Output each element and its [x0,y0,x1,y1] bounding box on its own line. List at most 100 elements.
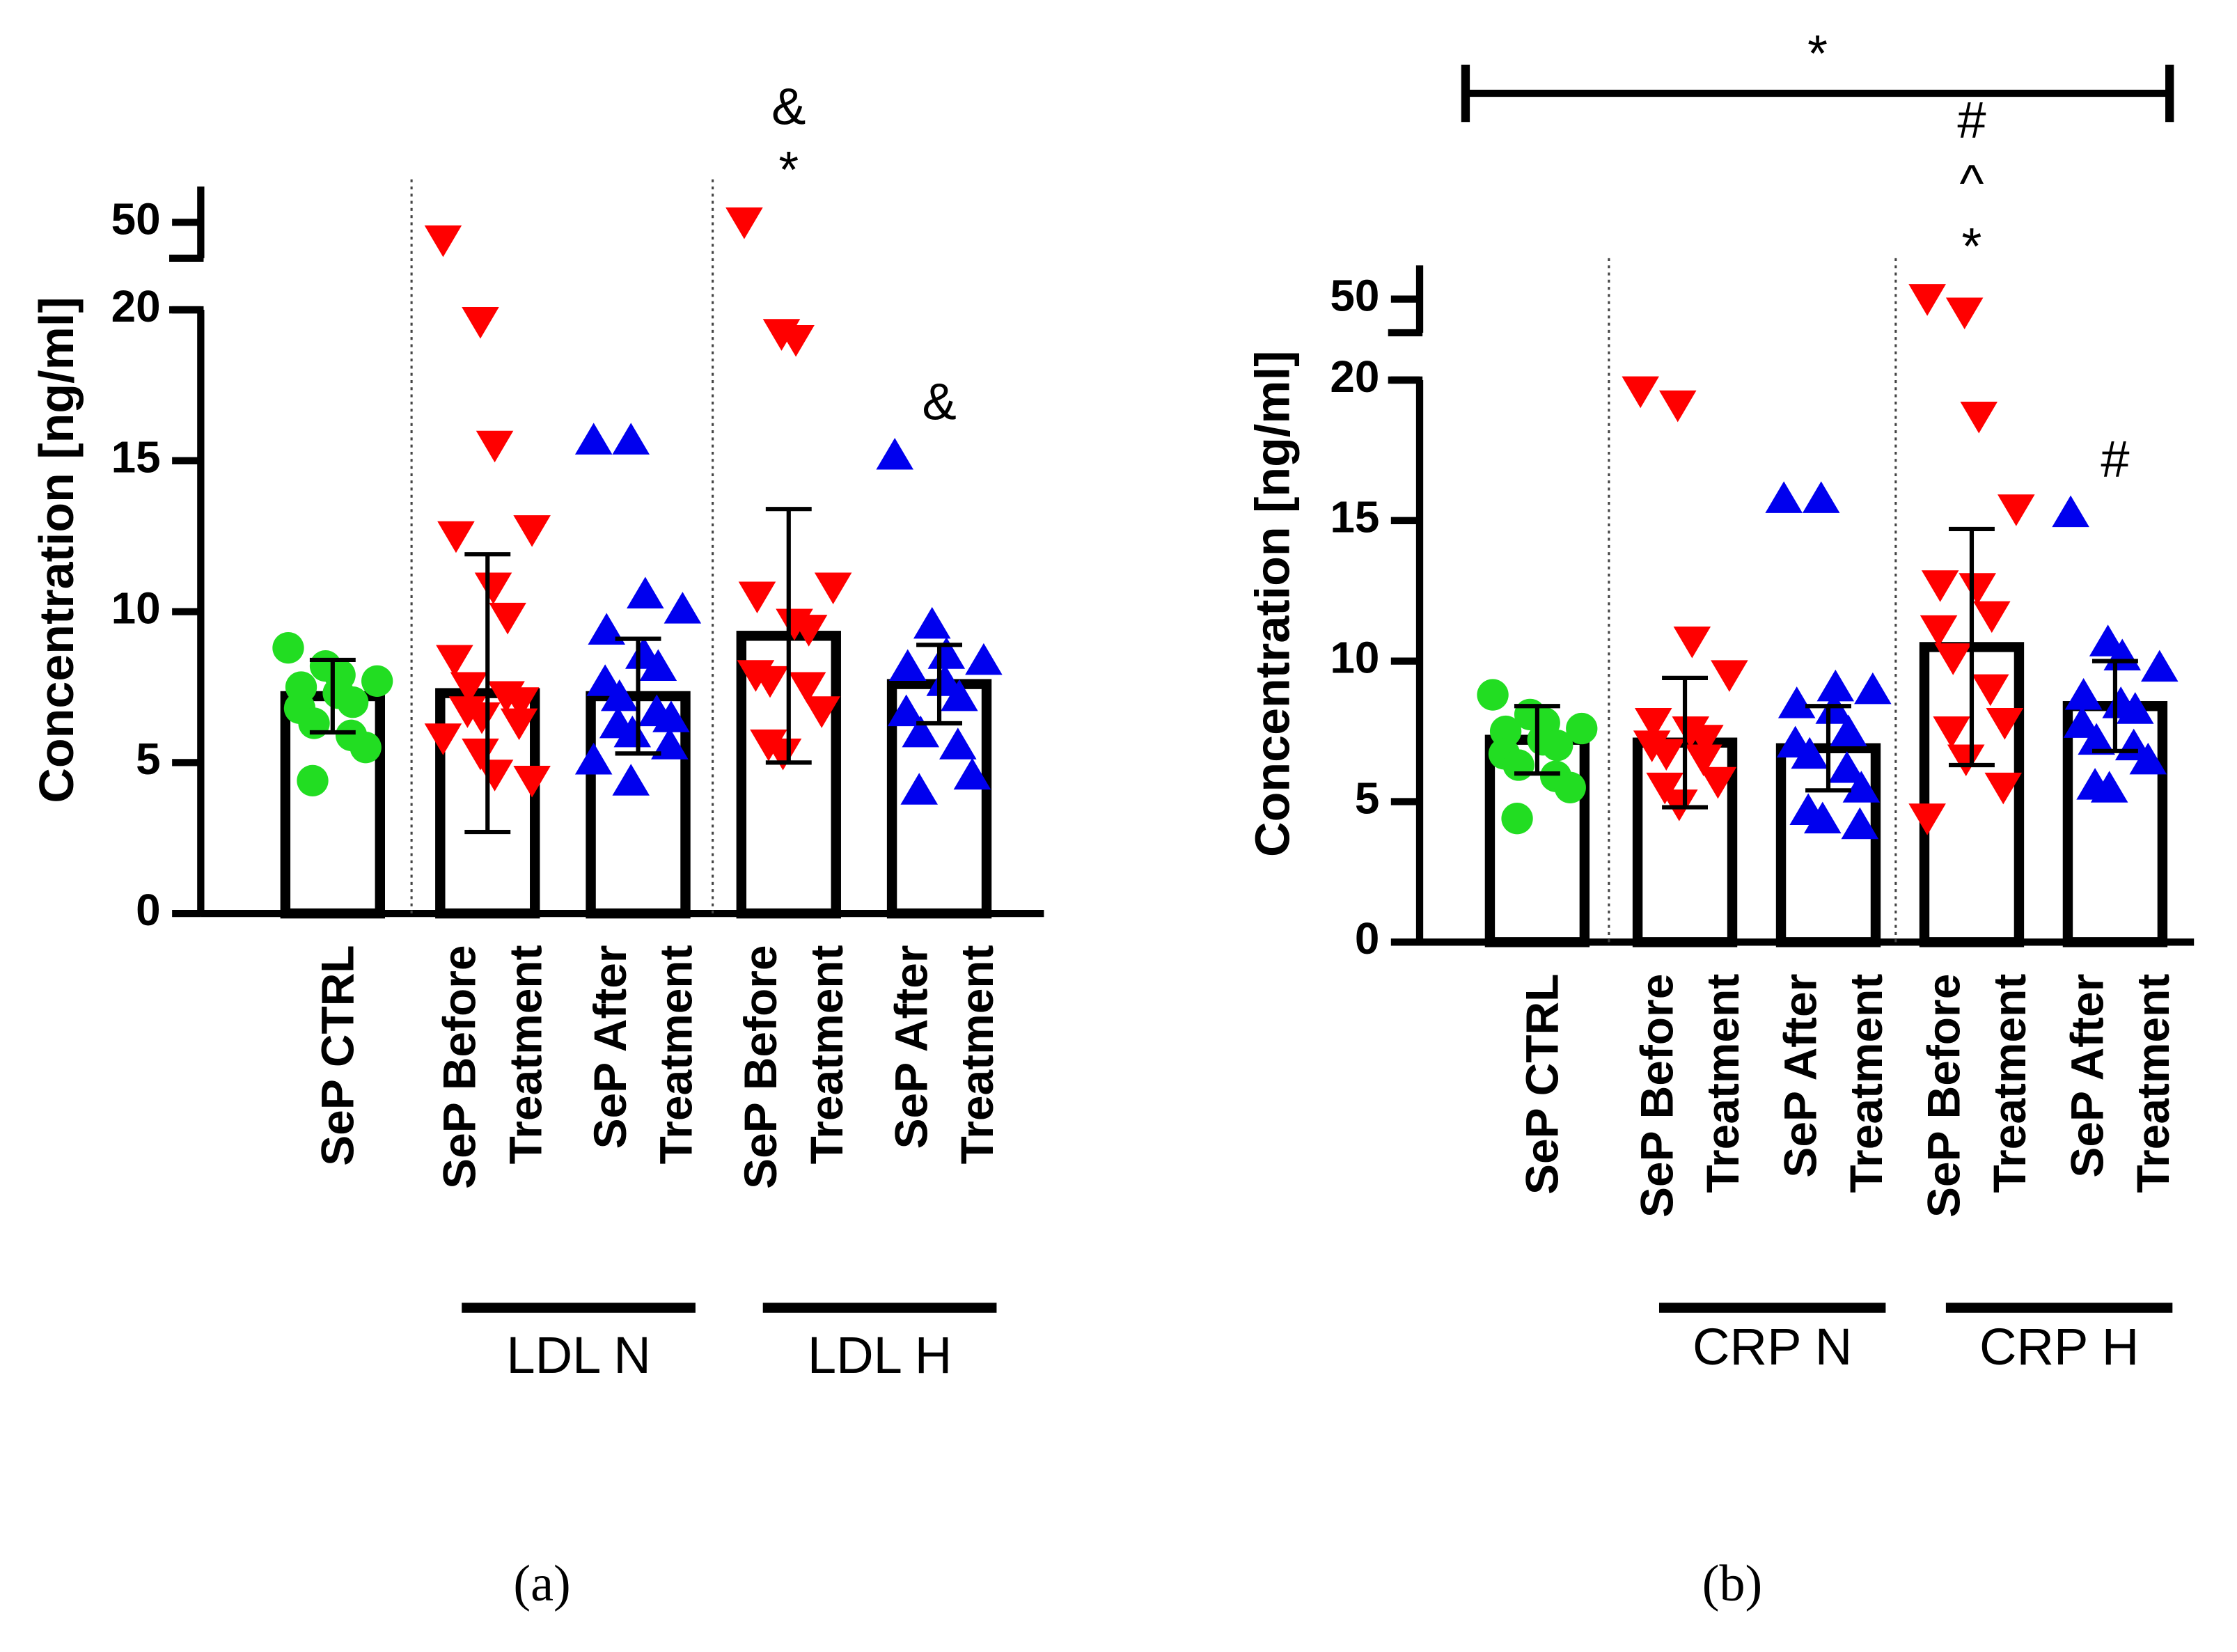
y-tick-label: 0 [1355,913,1379,963]
data-point [1777,686,1816,718]
data-point [1634,708,1672,740]
x-tick-label: SeP CTRL [312,945,363,1165]
data-point [1908,284,1946,316]
data-point [1803,801,1842,834]
data-point [600,679,638,711]
data-point [652,700,690,732]
data-point [1672,716,1710,748]
x-tick-label: Treatment [1840,974,1892,1193]
data-point [489,602,526,635]
data-point [764,738,802,771]
y-tick-label: 15 [1330,492,1379,542]
data-point [1959,573,1996,605]
data-point [738,581,776,614]
data-point [814,572,852,605]
x-tick-label: Treatment [801,945,852,1164]
data-point [1984,772,2023,805]
data-point [803,696,840,728]
data-point [2063,706,2101,738]
x-tick-label: SeP After [885,945,936,1149]
data-point [927,637,966,669]
data-point [1699,766,1737,799]
data-point [1854,672,1892,705]
data-point [627,576,664,608]
data-point [913,606,951,639]
data-point [788,672,826,705]
significance-mark: # [1957,91,1986,149]
data-point [612,764,650,796]
y-tick-label: 20 [1330,352,1379,402]
data-point [941,679,978,711]
data-point [639,649,677,682]
data-point [476,430,514,463]
data-point [1802,481,1840,513]
significance-mark: # [2101,430,2129,488]
significance-mark: * [1962,217,1982,275]
panel-label: (a) [513,1555,570,1612]
data-point [953,757,991,790]
data-point [1828,750,1866,783]
data-point [790,615,828,647]
data-point [501,687,540,719]
data-point [1477,679,1509,711]
y-tick-label: 0 [136,885,161,935]
data-point [1633,730,1671,762]
data-point [337,686,369,718]
data-point [902,715,940,748]
data-point [500,708,538,741]
data-point [664,592,702,624]
y-axis-label: Concentration [ng/ml] [29,297,84,803]
data-point [1933,716,1970,748]
data-point [1711,660,1748,692]
x-tick-label: SeP CTRL [1516,974,1568,1195]
x-tick-label: SeP After [1774,974,1826,1178]
data-point [612,423,650,455]
data-point [1841,807,1879,840]
data-point [361,665,393,697]
data-point [1622,376,1659,409]
data-point [424,723,462,755]
x-tick-label: Treatment [951,945,1003,1164]
bracket-label: * [1807,24,1828,82]
data-point [2052,495,2089,528]
data-point [2141,650,2179,682]
data-point [1673,626,1711,659]
data-point [2064,677,2103,710]
data-point [1934,643,1972,675]
y-tick-label: 50 [111,194,161,244]
x-tick-label: SeP Before [1631,974,1682,1218]
data-point [450,672,488,705]
data-point [1921,570,1959,602]
data-point [462,306,499,339]
significance-mark: & [922,373,956,431]
data-point [272,631,304,664]
x-tick-label: SeP After [2061,974,2112,1178]
data-point [1501,803,1533,835]
data-point [1997,494,2035,526]
y-tick-label: 10 [111,583,161,633]
data-point [513,765,551,798]
data-point [350,732,382,764]
data-point [2116,692,2154,724]
data-point [574,742,613,775]
x-tick-label: Treatment [1697,974,1748,1193]
data-point [2090,771,2128,803]
y-tick-label: 10 [1330,633,1379,683]
group-label: CRP H [1979,1318,2139,1376]
data-point [1765,481,1803,513]
data-point [965,643,1003,675]
data-point [751,666,789,698]
x-tick-label: Treatment [1984,974,2035,1193]
data-point [777,324,815,357]
data-point [1686,725,1724,757]
x-tick-label: SeP After [584,945,636,1149]
y-tick-label: 50 [1330,270,1379,320]
data-point [1541,730,1573,762]
data-point [1920,615,1958,647]
data-point [436,645,473,677]
data-point [1502,749,1534,781]
data-point [887,694,925,727]
significance-mark: ^ [1960,155,1984,212]
